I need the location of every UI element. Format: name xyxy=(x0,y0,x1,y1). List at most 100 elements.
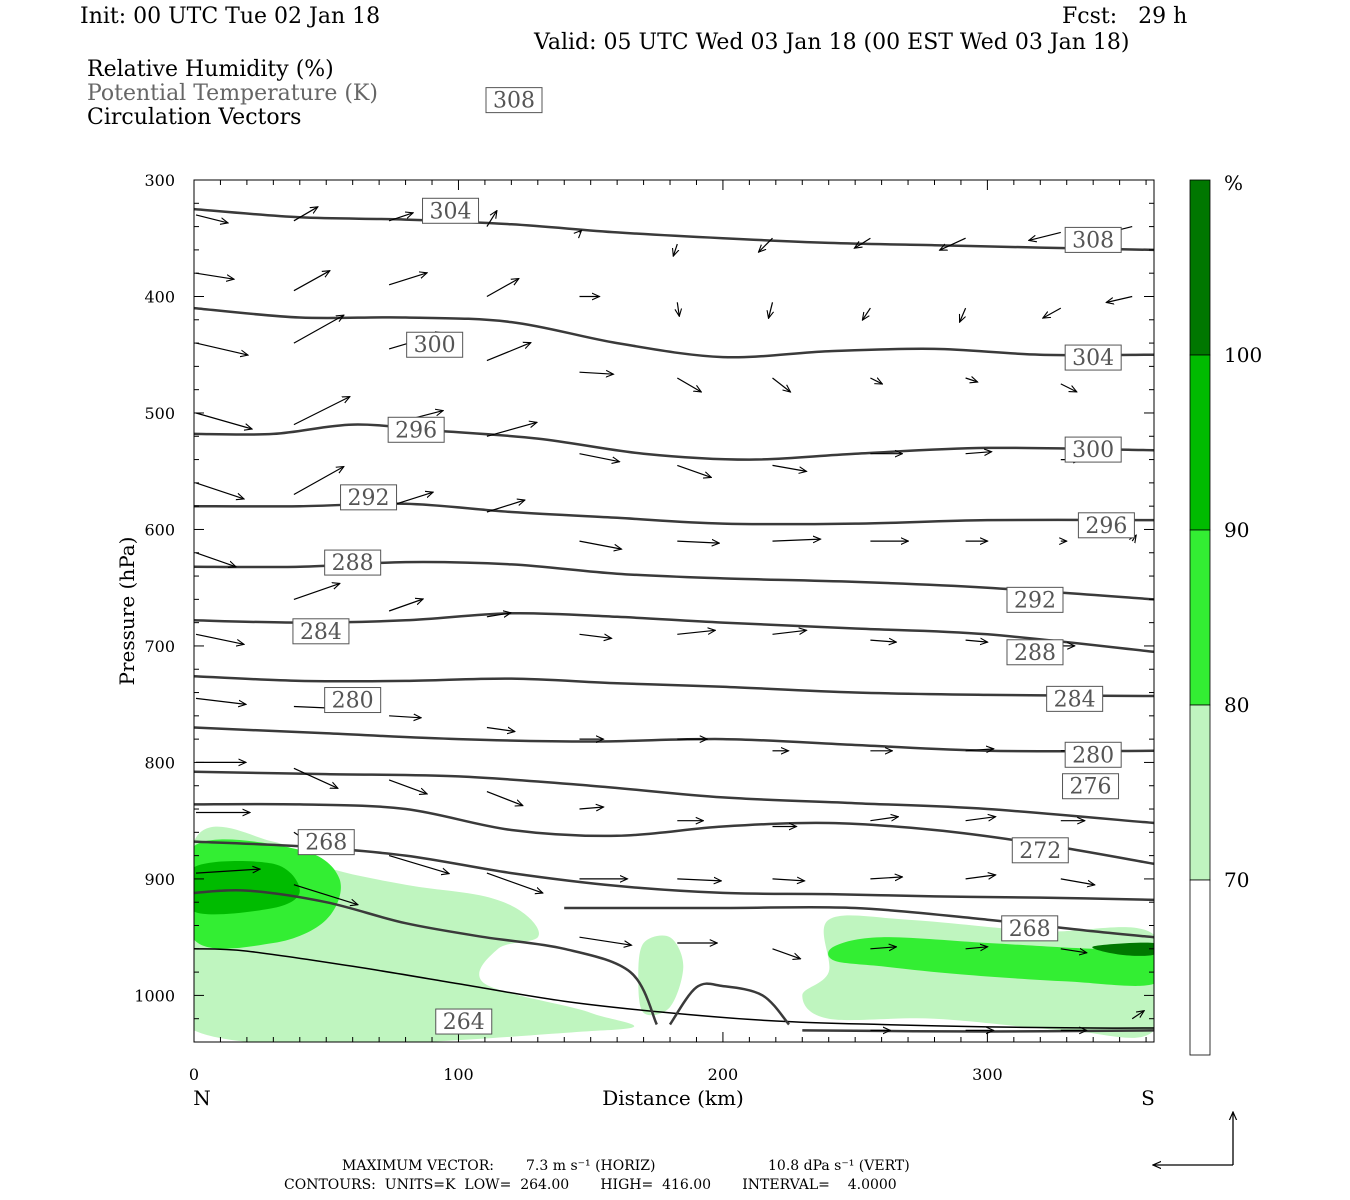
svg-text:300: 300 xyxy=(1072,438,1114,463)
theta-label-296: 296 xyxy=(1077,512,1135,539)
svg-text:304: 304 xyxy=(430,199,472,224)
theta-contour-280 xyxy=(194,726,1154,753)
colorbar-swatch xyxy=(1189,704,1211,881)
theta-contour-layer xyxy=(194,207,1154,1033)
circulation-vector xyxy=(677,630,715,634)
circulation-vector xyxy=(486,500,525,513)
circulation-vector xyxy=(854,237,871,248)
circulation-vector xyxy=(769,302,773,318)
x-axis-label: Distance (km) xyxy=(602,1086,744,1110)
circulation-vector xyxy=(677,879,721,881)
circulation-vector xyxy=(486,872,543,893)
circulation-vector xyxy=(870,947,896,949)
theta-label-284: 284 xyxy=(292,618,350,645)
circulation-vector xyxy=(1060,383,1077,392)
theta-contour-268 xyxy=(564,905,1154,939)
rh-region-90 xyxy=(194,861,300,915)
theta-label-304: 304 xyxy=(422,197,480,224)
svg-text:264: 264 xyxy=(443,1010,485,1035)
circulation-vector xyxy=(772,630,807,634)
circulation-vector xyxy=(486,211,497,227)
circulation-vector xyxy=(388,273,427,286)
colorbar-unit: % xyxy=(1224,171,1243,195)
y-tick-label: 800 xyxy=(144,753,175,772)
theta-contour-268 xyxy=(194,888,658,1026)
circulation-vector xyxy=(965,817,996,821)
circulation-vector xyxy=(579,453,620,462)
circulation-vector xyxy=(965,875,996,879)
circulation-vector xyxy=(293,767,338,788)
colorbar-level-label: 70 xyxy=(1224,868,1249,892)
circulation-vector xyxy=(1029,231,1061,240)
circulation-vector xyxy=(486,613,511,617)
circulation-vector xyxy=(1060,949,1087,953)
y-axis-label: Pressure (hPa) xyxy=(115,537,139,686)
circulation-vector xyxy=(862,307,871,320)
y-tick-label: 400 xyxy=(144,287,175,306)
svg-text:276: 276 xyxy=(1070,775,1112,800)
rh-region-100 xyxy=(1092,942,1154,956)
circulation-vector xyxy=(293,315,344,344)
circulation-vector xyxy=(1131,1011,1144,1020)
theta-contour-276 xyxy=(194,770,1154,825)
svg-text:280: 280 xyxy=(332,689,374,714)
y-tick-label: 1000 xyxy=(134,986,175,1005)
theta-contour-300 xyxy=(194,423,1154,461)
circulation-vector xyxy=(965,378,978,382)
colorbar-level-label: 80 xyxy=(1224,693,1249,717)
svg-text:288: 288 xyxy=(1014,641,1056,666)
circulation-vector xyxy=(677,541,719,543)
svg-text:300: 300 xyxy=(414,333,456,358)
theta-label-268: 268 xyxy=(1001,915,1059,942)
svg-text:296: 296 xyxy=(1085,514,1127,539)
circulation-vector xyxy=(579,540,622,549)
x-end-label-north: N xyxy=(193,1086,211,1110)
circulation-vector xyxy=(579,634,612,638)
theta-label-264: 264 xyxy=(435,1008,493,1035)
theta-label-292: 292 xyxy=(1006,586,1064,613)
svg-text:288: 288 xyxy=(332,551,374,576)
circulation-vector xyxy=(388,779,427,794)
theta-label-308: 308 xyxy=(485,87,543,114)
svg-text:308: 308 xyxy=(493,89,535,114)
circulation-vector xyxy=(388,855,449,874)
svg-text:308: 308 xyxy=(1072,228,1114,253)
svg-text:292: 292 xyxy=(348,486,390,511)
circulation-vector xyxy=(870,817,898,821)
contours-info: CONTOURS: UNITS=K LOW= 264.00 HIGH= 416.… xyxy=(284,1177,897,1193)
x-tick-label: 200 xyxy=(708,1065,739,1084)
circulation-vector xyxy=(772,377,791,392)
circulation-vector xyxy=(486,422,537,437)
circulation-vector xyxy=(293,397,350,426)
y-tick-label: 500 xyxy=(144,404,175,423)
theta-label-284: 284 xyxy=(1046,685,1104,712)
theta-contour-276 xyxy=(194,802,1154,866)
circulation-vector xyxy=(195,214,228,223)
circulation-vector xyxy=(965,640,988,642)
init-time: Init: 00 UTC Tue 02 Jan 18 xyxy=(80,4,381,29)
theta-label-288: 288 xyxy=(324,549,382,576)
x-tick-label: 0 xyxy=(189,1065,199,1084)
theta-label-280: 280 xyxy=(324,687,382,714)
rh-region-80 xyxy=(828,937,1154,986)
theta-label-268: 268 xyxy=(297,829,355,856)
circulation-vector xyxy=(1060,878,1095,885)
circulation-vector xyxy=(195,412,252,429)
circulation-vector xyxy=(195,552,236,567)
max-vector-vert: 10.8 dPa s⁻¹ (VERT) xyxy=(768,1158,910,1174)
y-tick-label: 600 xyxy=(144,520,175,539)
svg-text:280: 280 xyxy=(1072,743,1114,768)
theta-contour-308 xyxy=(194,207,1154,252)
circulation-vector xyxy=(759,237,773,252)
circulation-vector xyxy=(940,237,966,250)
circulation-vector xyxy=(772,464,807,471)
colorbar-swatch xyxy=(1189,354,1211,531)
svg-text:284: 284 xyxy=(300,620,342,645)
theta-label-288: 288 xyxy=(1006,639,1064,666)
svg-text:292: 292 xyxy=(1014,588,1056,613)
circulation-vector xyxy=(677,302,679,316)
axis-labels: 300 400 500 600 700 800 900 1000 0 100 200 300 N S Dis… xyxy=(115,171,1155,1110)
circulation-vector xyxy=(486,279,519,298)
x-end-label-south: S xyxy=(1141,1086,1155,1110)
colorbar-swatch xyxy=(1189,529,1211,706)
